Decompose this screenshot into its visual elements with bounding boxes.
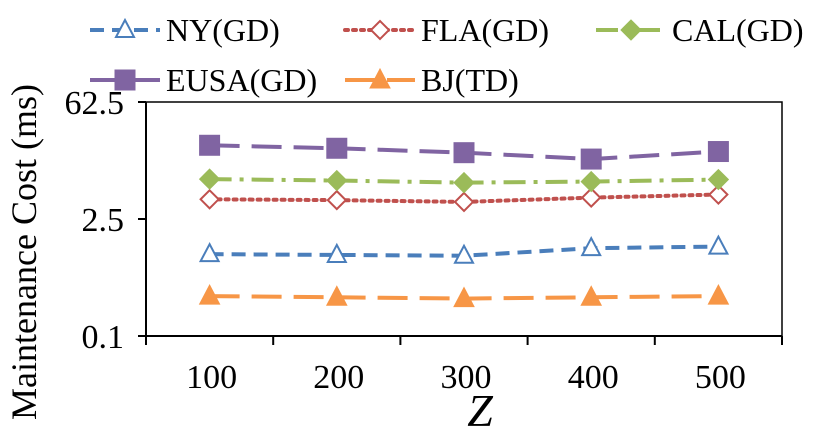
data-point [707,141,729,163]
legend-item: BJ(TD) [345,62,519,98]
chart-legend: NY(GD) FLA(GD) CAL(GD) EUSA(GD) BJ(TD) [90,12,804,98]
legend-item: FLA(GD) [343,12,549,48]
data-point [198,283,221,305]
legend-label: BJ(TD) [421,62,519,98]
x-axis-title: Z [467,385,493,430]
data-point [707,184,729,205]
legend-marker [620,19,642,41]
data-point [707,283,730,305]
y-tick-label: 2.5 [82,202,125,239]
data-point [580,170,602,193]
x-tick-label: 400 [568,359,619,396]
data-point [580,148,602,170]
data-point [580,236,602,257]
legend-label: NY(GD) [166,12,280,48]
data-point [453,191,475,213]
y-tick-label: 62.5 [65,85,125,122]
data-point [326,189,348,211]
data-point [453,286,475,308]
x-axis-ticks: 100 200 300 400 500 [145,336,783,396]
data-point [453,243,475,264]
data-point [325,285,348,306]
legend-item: EUSA(GD) [90,62,317,98]
series-fla-gd [199,184,729,213]
legend-label: EUSA(GD) [166,62,317,98]
data-point [453,142,475,164]
y-tick-label: 0.1 [82,319,125,356]
data-point [580,285,603,306]
data-point [707,168,730,191]
legend-marker [114,17,136,38]
series-eusa-gd [199,134,729,170]
data-point [326,242,348,263]
data-point [326,169,348,192]
series-bj-td [198,283,730,308]
x-tick-label: 300 [441,359,492,396]
y-axis-title: Maintenance Cost (ms) [4,84,44,420]
data-point [198,242,221,263]
legend-marker [369,19,391,41]
data-point [580,187,602,209]
legend-marker [114,69,136,91]
series-group [198,134,730,308]
data-point [326,137,348,159]
y-axis-ticks: 0.1 2.5 62.5 [65,85,146,356]
legend-label: FLA(GD) [421,12,549,48]
series-ny-gd [198,234,730,264]
legend-label: CAL(GD) [672,12,804,48]
x-tick-label: 200 [313,359,364,396]
x-tick-label: 500 [695,359,746,396]
data-point [199,134,221,156]
legend-item: NY(GD) [90,12,280,48]
data-point [198,168,221,190]
data-point [453,171,475,194]
data-point [707,234,730,255]
x-tick-label: 100 [186,359,237,396]
data-point [199,188,221,210]
legend-marker [369,67,391,89]
legend-item: CAL(GD) [596,12,804,48]
series-cal-gd [198,168,730,194]
